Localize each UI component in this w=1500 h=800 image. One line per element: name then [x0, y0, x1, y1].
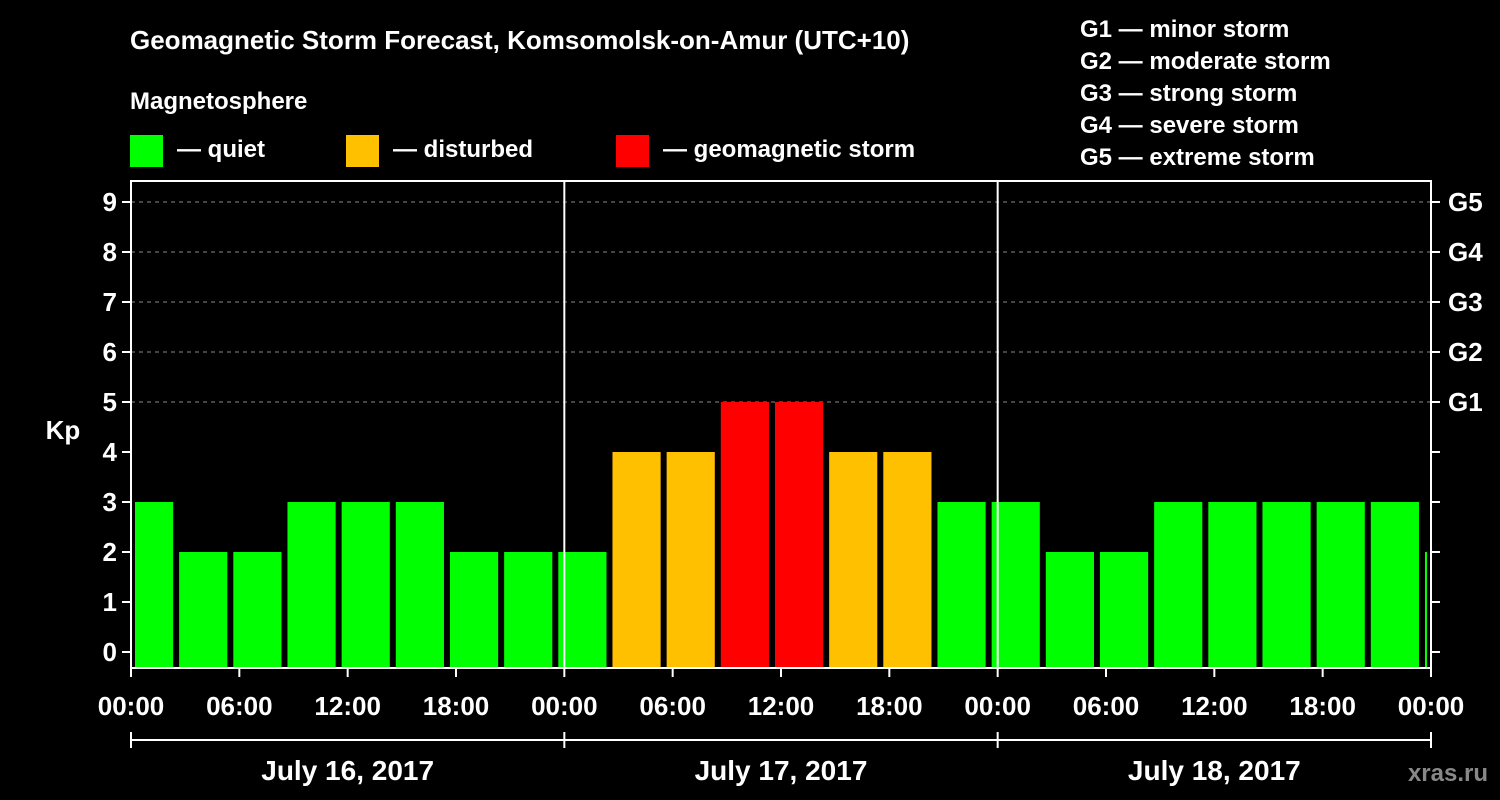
- kp-bar: [449, 552, 499, 668]
- axes: 0 1 2 3 4 5 6 7 8 9 G1 G2 G3 G4 G5 00:00 06:00 12:00 18:00…: [98, 180, 1483, 786]
- x-tick-label: 00:00: [531, 691, 598, 721]
- legend-label-disturbed: — disturbed: [393, 136, 533, 163]
- kp-bar: [1262, 502, 1311, 668]
- day-label: July 18, 2017: [1128, 755, 1301, 786]
- kp-bar: [720, 402, 769, 668]
- legend-swatch-quiet: [130, 135, 163, 167]
- legend: — quiet — disturbed — geomagnetic storm: [130, 135, 915, 167]
- storm-scale-g3: G3 — strong storm: [1080, 80, 1297, 107]
- x-tick-label: 00:00: [1398, 691, 1465, 721]
- y-tick-label: 0: [103, 637, 117, 667]
- x-tick-label: 18:00: [856, 691, 923, 721]
- legend-swatch-storm: [616, 135, 649, 167]
- y-tick-label: 4: [103, 437, 118, 467]
- kp-bar: [774, 402, 824, 668]
- g-scale-label: G1: [1448, 387, 1483, 417]
- legend-swatch-disturbed: [346, 135, 379, 167]
- y-tick-label: 6: [103, 337, 117, 367]
- kp-bar: [1045, 552, 1094, 668]
- y-tick-label: 9: [103, 187, 117, 217]
- day-label: July 17, 2017: [695, 755, 868, 786]
- y-tick-label: 5: [103, 387, 117, 417]
- kp-bar: [1208, 502, 1257, 668]
- kp-bar: [341, 502, 390, 668]
- g-scale-label: G3: [1448, 287, 1483, 317]
- kp-bar: [1370, 502, 1419, 668]
- kp-bar: [395, 502, 444, 668]
- gridlines: [131, 201, 1431, 403]
- kp-bar: [937, 502, 986, 668]
- storm-scale-legend: G1 — minor storm G2 — moderate storm G3 …: [1080, 16, 1331, 171]
- kp-bar: [612, 452, 661, 668]
- kp-bar: [179, 552, 228, 668]
- x-tick-label: 12:00: [748, 691, 815, 721]
- x-tick-label: 00:00: [98, 691, 165, 721]
- storm-scale-g5: G5 — extreme storm: [1080, 144, 1315, 171]
- watermark: xras.ru: [1408, 760, 1488, 787]
- storm-scale-g4: G4 — severe storm: [1080, 112, 1299, 139]
- kp-bar: [504, 552, 553, 668]
- chart-title: Geomagnetic Storm Forecast, Komsomolsk-o…: [130, 25, 909, 55]
- y-tick-label: 2: [103, 537, 117, 567]
- kp-bar: [135, 502, 174, 668]
- y-axis-label: Kp: [46, 415, 81, 445]
- legend-label-storm: — geomagnetic storm: [663, 136, 915, 163]
- y-tick-label: 3: [103, 487, 117, 517]
- x-tick-label: 18:00: [1289, 691, 1356, 721]
- kp-bar: [829, 452, 878, 668]
- kp-bar: [666, 452, 715, 668]
- legend-label-quiet: — quiet: [177, 136, 265, 163]
- kp-bar: [1424, 552, 1427, 668]
- x-tick-label: 18:00: [423, 691, 490, 721]
- storm-scale-g2: G2 — moderate storm: [1080, 48, 1331, 75]
- day-label: July 16, 2017: [261, 755, 434, 786]
- storm-scale-g1: G1 — minor storm: [1080, 16, 1289, 43]
- x-tick-label: 06:00: [1073, 691, 1140, 721]
- x-tick-label: 12:00: [314, 691, 381, 721]
- x-tick-label: 06:00: [639, 691, 706, 721]
- g-scale-label: G5: [1448, 187, 1483, 217]
- g-scale-label: G4: [1448, 237, 1483, 267]
- g-scale-label: G2: [1448, 337, 1483, 367]
- kp-bar: [1099, 552, 1149, 668]
- bars: [135, 402, 1427, 668]
- kp-bar: [287, 502, 336, 668]
- y-tick-label: 7: [103, 287, 117, 317]
- kp-bar: [883, 452, 932, 668]
- kp-bar: [233, 552, 282, 668]
- kp-bar: [1316, 502, 1365, 668]
- x-tick-label: 06:00: [206, 691, 273, 721]
- kp-bar: [1154, 502, 1203, 668]
- y-tick-label: 8: [103, 237, 117, 267]
- legend-heading: Magnetosphere: [130, 88, 307, 115]
- x-tick-label: 00:00: [964, 691, 1031, 721]
- x-tick-label: 12:00: [1181, 691, 1248, 721]
- kp-bar: [558, 552, 607, 668]
- kp-bar: [991, 502, 1040, 668]
- y-tick-label: 1: [103, 587, 117, 617]
